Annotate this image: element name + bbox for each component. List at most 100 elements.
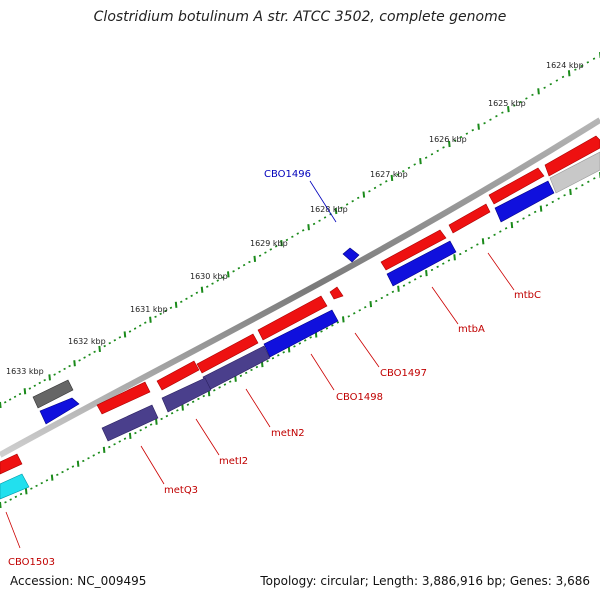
minor-tick [471,129,474,132]
gene-arrow-outer-blue[interactable] [39,397,80,425]
gene-arrow-fwd-9[interactable] [0,453,23,475]
minor-tick [513,104,516,107]
tick-label-1626: 1626 kbp [429,135,467,144]
tick-label-1629: 1629 kbp [250,239,288,248]
major-tick [155,418,158,425]
major-tick [539,205,543,212]
gene-arrow-outer-gray[interactable] [32,379,74,409]
minor-tick [134,431,137,435]
minor-tick [33,384,37,387]
major-tick [123,331,127,338]
gene-label-cbo1498: CBO1498 [336,392,383,403]
minor-tick [78,359,81,362]
gene-arrow-fwd-8[interactable] [96,381,151,415]
minor-tick [442,262,445,265]
minor-tick [593,177,596,180]
minor-tick [3,401,7,404]
minor-tick [160,417,163,421]
minor-tick [373,186,377,190]
minor-tick [436,265,439,268]
gene-arrow-fwd-2[interactable] [488,167,545,205]
major-tick [174,301,178,308]
minor-tick [228,380,232,383]
tick-label-1632: 1632 kbp [68,337,106,346]
gene-arrow-fwd-3[interactable] [448,203,491,234]
gene-arrow-rev-7[interactable] [101,404,159,442]
minor-tick [408,281,411,284]
minor-tick [318,219,321,222]
minor-tick [13,395,17,398]
gene-arrow-rev-6[interactable] [161,377,212,413]
minor-tick [380,296,384,300]
gene-arrow-fwd-4[interactable] [380,229,447,271]
gene-arrow-cbo1496[interactable] [342,247,360,263]
minor-tick [87,457,90,460]
minor-tick [296,232,300,235]
major-tick [369,301,373,308]
minor-tick [580,64,583,68]
map-title: Clostridium botulinum A str. ATCC 3502, … [93,9,507,25]
gene-arrow-rev-4[interactable] [263,309,339,358]
minor-tick [38,381,41,385]
minor-tick [442,146,445,149]
minor-tick [293,345,296,348]
gene-arrow-rev-2[interactable] [494,180,555,223]
leader-meti2 [195,418,220,456]
minor-tick [489,118,492,121]
minor-tick [242,263,246,267]
minor-tick [375,299,378,303]
gene-arrow-fwd-1[interactable] [544,135,600,177]
minor-tick [581,184,584,187]
minor-tick [347,315,351,318]
minor-tick [269,248,273,251]
minor-tick [291,235,294,238]
major-tick [76,460,80,467]
minor-tick [353,312,356,315]
minor-tick [211,282,214,285]
major-tick [287,346,291,353]
leader-mtbc [487,252,515,291]
minor-tick [9,498,12,501]
major-tick [234,375,237,382]
minor-tick [43,378,46,382]
major-tick [397,285,400,292]
minor-tick [83,356,86,359]
gene-arrow-rev-8[interactable] [0,473,30,500]
forward-genes [0,135,600,475]
minor-tick [331,324,334,327]
minor-tick [323,216,327,219]
minor-tick [53,373,56,376]
gene-arrow-rev-1[interactable] [549,151,600,194]
major-tick [48,374,51,381]
minor-tick [586,61,590,64]
minor-tick [176,409,179,412]
major-tick [102,446,106,453]
minor-tick [170,412,174,415]
gene-arrow-fwd-small[interactable] [329,286,344,300]
minor-tick [232,270,235,273]
minor-tick [154,315,157,318]
minor-tick [108,445,111,449]
major-tick [510,221,514,229]
gene-label-mtbc: mtbC [514,290,541,301]
minor-tick [309,336,312,339]
accession-text: Accession: NC_009495 [10,574,147,588]
leader-metn2 [245,388,271,428]
gene-arrow-fwd-5[interactable] [257,295,328,341]
minor-tick [549,82,552,86]
minor-tick [103,344,106,348]
major-tick [280,240,283,247]
minor-tick [216,279,220,282]
minor-tick [185,297,188,300]
minor-tick [385,180,388,183]
major-tick [23,388,27,395]
gene-arrow-fwd-6[interactable] [196,333,259,374]
minor-tick [470,246,473,249]
minor-tick [250,368,253,372]
minor-tick [149,423,153,426]
major-tick [0,401,2,409]
gene-arrow-rev-3[interactable] [386,240,457,287]
minor-tick [533,210,537,214]
gene-arrow-fwd-7[interactable] [156,360,200,391]
tick-label-1633: 1633 kbp [6,367,44,376]
